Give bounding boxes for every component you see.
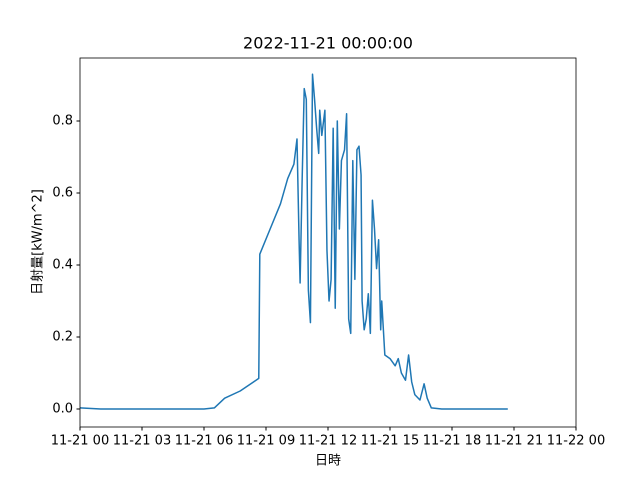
x-tick-label: 11-21 21 [485,434,543,449]
line [79,73,508,410]
y-axis-label: 日射量[kW/m^2] [30,189,46,295]
x-tick-label: 11-21 18 [423,434,481,449]
x-tick-label: 11-21 06 [175,434,233,449]
y-tick-label: 0.4 [52,258,73,273]
x-axis-label: 日時 [315,454,341,469]
x-tick-label: 11-21 12 [299,434,357,449]
y-tick-label: 0.2 [52,330,73,345]
axes-frame [79,57,577,428]
chart-title: 2022-11-21 00:00:00 [243,34,413,53]
x-tick-label: 11-21 09 [237,434,295,449]
x-tick-label: 11-21 00 [51,434,109,449]
y-tick-label: 0.8 [52,114,73,129]
y-tick-label: 0.6 [52,186,73,201]
y-tick-label: 0.0 [52,402,73,417]
x-tick-label: 11-22 00 [547,434,605,449]
x-tick-label: 11-21 03 [113,434,171,449]
x-tick-label: 11-21 15 [361,434,419,449]
